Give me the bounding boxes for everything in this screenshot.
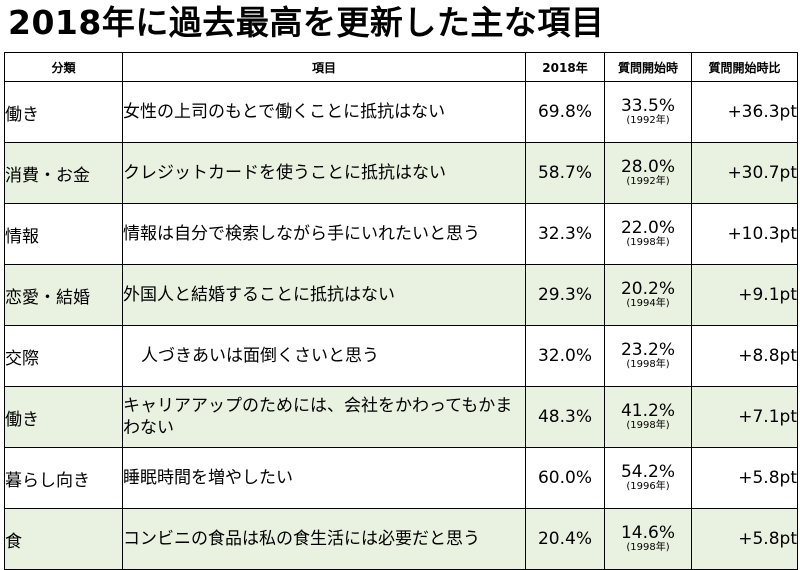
row-first-value-cell: 41.2% (1998年)	[604, 386, 692, 448]
header-category: 分類	[4, 52, 123, 82]
row-item: コンビニの食品は私の食生活には必要だと思う	[122, 508, 526, 570]
row-value-2018: 20.4%	[525, 508, 605, 570]
row-value-2018: 32.0%	[525, 325, 605, 387]
row-first-value-cell: 22.0% (1998年)	[604, 203, 692, 265]
row-first-value-cell: 23.2% (1998年)	[604, 325, 692, 387]
row-item: クレジットカードを使うことに抵抗はない	[122, 142, 526, 204]
row-first-value-cell: 20.2% (1994年)	[604, 264, 692, 326]
table-row: 食 コンビニの食品は私の食生活には必要だと思う 20.4% 14.6% (1998…	[4, 508, 798, 570]
header-item: 項目	[122, 52, 526, 82]
row-first-value: 22.0%	[620, 218, 675, 238]
row-category: 情報	[4, 203, 123, 265]
row-value-2018: 29.3%	[525, 264, 605, 326]
row-first-year: (1998年)	[626, 359, 670, 370]
row-first-year: (1998年)	[626, 542, 670, 553]
row-first-value: 20.2%	[620, 279, 675, 299]
header-first-year: 質問開始時	[604, 52, 692, 82]
header-diff: 質問開始時比	[691, 52, 798, 82]
table-row: 交際 人づきあいは面倒くさいと思う 32.0% 23.2% (1998年) +8.…	[4, 325, 798, 387]
row-first-value-cell: 33.5% (1992年)	[604, 81, 692, 143]
row-item: キャリアアップのためには、会社をかわってもかまわない	[122, 386, 526, 448]
row-first-value-cell: 14.6% (1998年)	[604, 508, 692, 570]
row-first-value-cell: 54.2% (1996年)	[604, 447, 692, 509]
row-item: 外国人と結婚することに抵抗はない	[122, 264, 526, 326]
row-first-year: (1992年)	[626, 115, 670, 126]
row-diff: +7.1pt	[691, 386, 798, 448]
row-category: 食	[4, 508, 123, 570]
row-value-2018: 69.8%	[525, 81, 605, 143]
row-first-value: 54.2%	[620, 462, 675, 482]
row-item: 女性の上司のもとで働くことに抵抗はない	[122, 81, 526, 143]
row-value-2018: 32.3%	[525, 203, 605, 265]
table-row: 消費・お金 クレジットカードを使うことに抵抗はない 58.7% 28.0% (19…	[4, 142, 798, 204]
row-first-value: 14.6%	[620, 523, 675, 543]
row-category: 交際	[4, 325, 123, 387]
row-first-value: 28.0%	[620, 157, 675, 177]
row-category: 働き	[4, 386, 123, 448]
row-first-year: (1998年)	[626, 237, 670, 248]
row-first-year: (1996年)	[626, 481, 670, 492]
page-title: 2018年に過去最高を更新した主な項目	[8, 3, 605, 42]
row-first-value: 41.2%	[620, 401, 675, 421]
row-first-year: (1994年)	[626, 298, 670, 309]
table-row: 情報 情報は自分で検索しながら手にいれたいと思う 32.3% 22.0% (199…	[4, 203, 798, 265]
header-year2018: 2018年	[525, 52, 605, 82]
row-diff: +10.3pt	[691, 203, 798, 265]
row-item: 睡眠時間を増やしたい	[122, 447, 526, 509]
row-first-value-cell: 28.0% (1992年)	[604, 142, 692, 204]
row-category: 暮らし向き	[4, 447, 123, 509]
row-first-value: 33.5%	[620, 96, 675, 116]
row-diff: +9.1pt	[691, 264, 798, 326]
row-category: 働き	[4, 81, 123, 143]
row-diff: +5.8pt	[691, 447, 798, 509]
table-row: 恋愛・結婚 外国人と結婚することに抵抗はない 29.3% 20.2% (1994年…	[4, 264, 798, 326]
row-diff: +36.3pt	[691, 81, 798, 143]
row-category: 消費・お金	[4, 142, 123, 204]
row-value-2018: 60.0%	[525, 447, 605, 509]
row-item: 人づきあいは面倒くさいと思う	[122, 325, 526, 387]
row-diff: +30.7pt	[691, 142, 798, 204]
row-diff: +8.8pt	[691, 325, 798, 387]
row-category: 恋愛・結婚	[4, 264, 123, 326]
row-item: 情報は自分で検索しながら手にいれたいと思う	[122, 203, 526, 265]
data-table: 分類 項目 2018年 質問開始時 質問開始時比 働き 女性の上司のもとで働くこ…	[4, 52, 798, 570]
row-first-year: (1998年)	[626, 420, 670, 431]
row-value-2018: 58.7%	[525, 142, 605, 204]
table-row: 働き 女性の上司のもとで働くことに抵抗はない 69.8% 33.5% (1992年…	[4, 81, 798, 143]
table-row: 働き キャリアアップのためには、会社をかわってもかまわない 48.3% 41.2…	[4, 386, 798, 448]
row-value-2018: 48.3%	[525, 386, 605, 448]
table-row: 暮らし向き 睡眠時間を増やしたい 60.0% 54.2% (1996年) +5.8…	[4, 447, 798, 509]
row-first-value: 23.2%	[620, 340, 675, 360]
row-first-year: (1992年)	[626, 176, 670, 187]
row-diff: +5.8pt	[691, 508, 798, 570]
table-header-row: 分類 項目 2018年 質問開始時 質問開始時比	[4, 52, 798, 82]
